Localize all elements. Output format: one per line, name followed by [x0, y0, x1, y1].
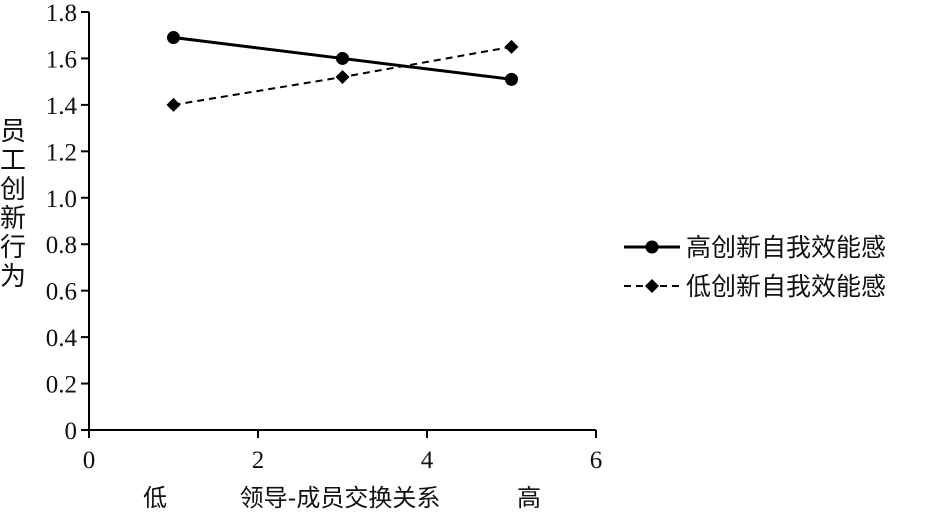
y-tick-label: 1.0 [46, 186, 77, 213]
y-tick-label: 1.4 [46, 93, 78, 120]
y-tick-label: 0 [65, 418, 78, 445]
y-axis-label-char: 工 [0, 146, 26, 176]
y-ticks: 0 0.2 0.4 0.6 0.8 1.0 1.2 1.4 1.6 1.8 [46, 0, 89, 445]
x-axis-label: 低 领导-成员交换关系 高 [143, 484, 541, 512]
data-point [505, 72, 518, 86]
y-tick-label: 1.6 [46, 46, 77, 73]
x-tick-label: 2 [252, 447, 265, 474]
y-axis-label-char: 为 [0, 262, 26, 292]
legend-item-high: 高创新自我效能感 [624, 233, 886, 262]
y-axis-label-char: 新 [0, 204, 26, 234]
data-point [167, 31, 180, 45]
axes [88, 12, 596, 431]
x-tick-label: 0 [83, 447, 96, 474]
y-tick-label: 1.2 [46, 139, 77, 166]
y-axis-label-char: 创 [0, 175, 26, 205]
legend-label-high: 高创新自我效能感 [686, 233, 886, 262]
y-tick-label: 0.6 [46, 279, 77, 306]
y-axis-label-char: 行 [0, 233, 26, 263]
data-point [335, 70, 350, 85]
x-axis-label-low: 低 [143, 484, 167, 512]
data-point [166, 97, 181, 112]
legend-marker-low [645, 279, 659, 293]
x-ticks: 0 2 4 6 [83, 430, 603, 474]
y-axis-label-char: 员 [0, 117, 26, 147]
legend-marker-high [645, 240, 659, 254]
y-tick-label: 0.4 [46, 325, 78, 352]
series-layer [166, 31, 519, 112]
data-point [504, 39, 519, 54]
legend: 高创新自我效能感 低创新自我效能感 [624, 233, 886, 301]
y-tick-label: 0.2 [46, 372, 77, 399]
data-point [336, 51, 349, 65]
x-axis-label-middle: 领导-成员交换关系 [240, 484, 441, 512]
y-tick-label: 0.8 [46, 232, 77, 259]
legend-item-low: 低创新自我效能感 [624, 272, 886, 301]
x-axis-label-high: 高 [517, 484, 541, 512]
series-0 [167, 31, 518, 86]
legend-label-low: 低创新自我效能感 [686, 272, 886, 301]
x-tick-label: 4 [421, 447, 434, 474]
x-tick-label: 6 [590, 447, 603, 474]
y-tick-label: 1.8 [46, 0, 77, 27]
series-1 [166, 39, 519, 112]
